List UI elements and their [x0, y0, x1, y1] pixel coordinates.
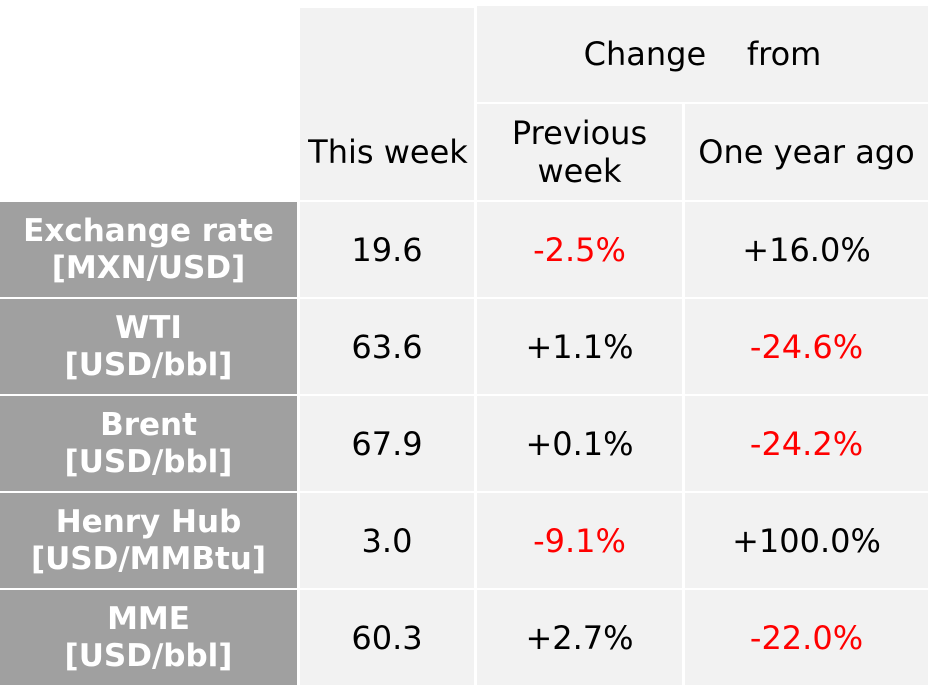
cell-this-week: 3.0	[300, 493, 474, 588]
row-label: WTI [USD/bbl]	[0, 299, 297, 394]
row-label-name: Brent	[100, 406, 197, 443]
header-change-from: Change from	[477, 6, 928, 102]
row-label: Brent [USD/bbl]	[0, 396, 297, 491]
cell-one-year-ago-change: -22.0%	[685, 590, 928, 685]
cell-this-week: 63.6	[300, 299, 474, 394]
row-label-unit: [USD/bbl]	[64, 443, 233, 480]
row-label-name: WTI	[115, 309, 182, 346]
header-this-week: This week	[300, 104, 474, 200]
cell-previous-week-change: +2.7%	[477, 590, 682, 685]
row-label-name: Exchange rate	[23, 212, 274, 249]
cell-previous-week-change: -2.5%	[477, 202, 682, 297]
row-label-unit: [USD/MMBtu]	[30, 540, 267, 577]
row-label-unit: [MXN/USD]	[51, 249, 246, 286]
cell-previous-week-change: -9.1%	[477, 493, 682, 588]
header-previous-week: Previous week	[477, 104, 682, 200]
row-label-name: MME	[107, 600, 190, 637]
cell-one-year-ago-change: +100.0%	[685, 493, 928, 588]
row-label: Exchange rate [MXN/USD]	[0, 202, 297, 297]
cell-this-week: 67.9	[300, 396, 474, 491]
header-previous-week-line2: week	[537, 152, 622, 190]
cell-this-week: 19.6	[300, 202, 474, 297]
cell-one-year-ago-change: +16.0%	[685, 202, 928, 297]
row-label-unit: [USD/bbl]	[64, 346, 233, 383]
header-previous-week-line1: Previous	[511, 114, 648, 152]
cell-one-year-ago-change: -24.2%	[685, 396, 928, 491]
row-label: MME [USD/bbl]	[0, 590, 297, 685]
cell-one-year-ago-change: -24.6%	[685, 299, 928, 394]
header-one-year-ago: One year ago	[685, 104, 928, 200]
row-label-unit: [USD/bbl]	[64, 637, 233, 674]
row-label: Henry Hub [USD/MMBtu]	[0, 493, 297, 588]
cell-this-week: 60.3	[300, 590, 474, 685]
row-label-name: Henry Hub	[55, 503, 242, 540]
cell-previous-week-change: +1.1%	[477, 299, 682, 394]
cell-previous-week-change: +0.1%	[477, 396, 682, 491]
